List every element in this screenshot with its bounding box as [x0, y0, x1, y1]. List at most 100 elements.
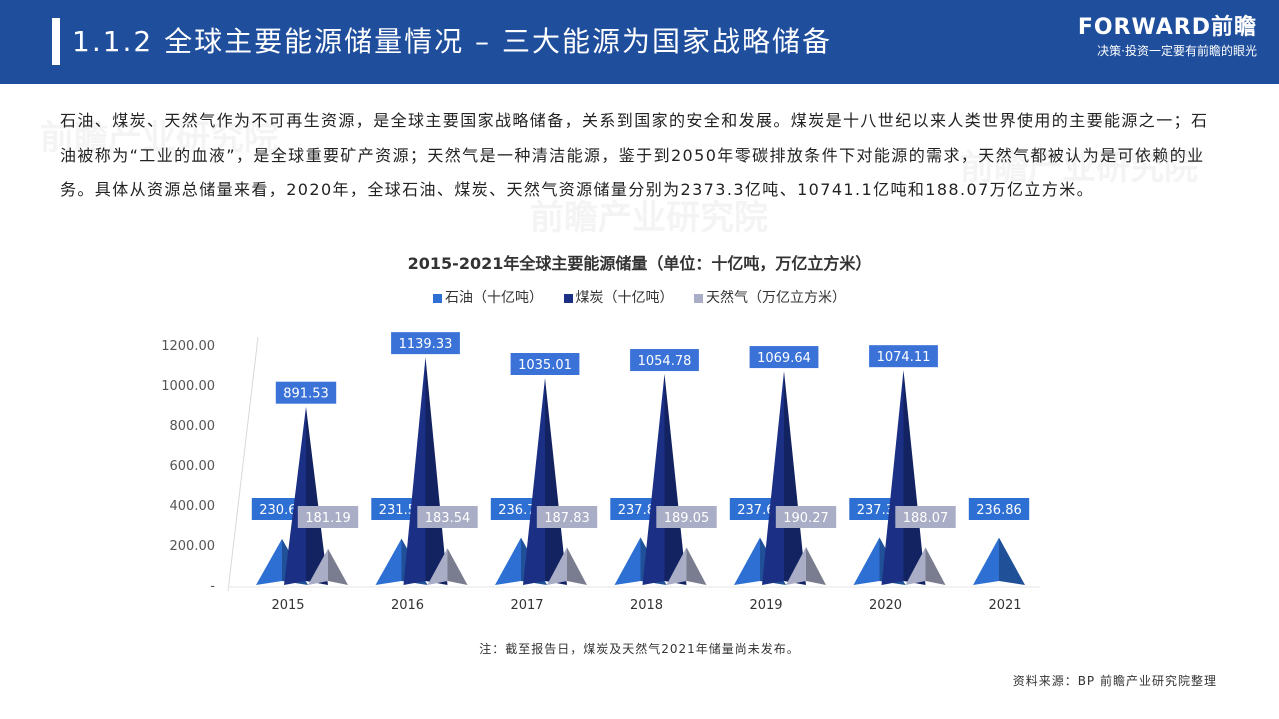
data-label: 891.53	[275, 381, 337, 404]
data-label-text: 236.86	[976, 503, 1022, 518]
bar-face-right	[686, 547, 707, 585]
bar-2-2016	[427, 548, 468, 585]
bar-face-left	[905, 547, 926, 585]
data-label-text: 187.83	[544, 511, 590, 526]
y-tick-label: 600.00	[170, 459, 216, 474]
data-label: 1074.11	[869, 345, 938, 368]
data-label: 188.07	[895, 506, 956, 528]
data-label-box	[869, 345, 938, 368]
chart-title: 2015-2021年全球主要能源储量（单位：十亿吨，万亿立方米）	[407, 254, 872, 273]
bar-face-right	[664, 374, 687, 585]
data-label: 183.54	[417, 506, 478, 528]
bar-face-right	[925, 547, 946, 585]
bar-1-2018	[642, 374, 687, 585]
bar-face-left	[427, 548, 448, 585]
bar-face-right	[784, 371, 806, 585]
chart-note: 注：截至报告日，煤炭及天然气2021年储量尚未发布。	[479, 642, 800, 656]
bar-face-left	[973, 537, 999, 585]
bar-face-right	[425, 357, 448, 585]
bar-1-2016	[403, 357, 448, 585]
bar-face-right	[447, 548, 468, 585]
logo-main-text: FORWARD前瞻	[1077, 15, 1257, 40]
legend-label-oil: 石油（十亿吨）	[445, 290, 544, 306]
data-label-box	[536, 506, 598, 528]
x-tick-label: 2019	[749, 598, 782, 613]
bar-face-right	[545, 377, 567, 585]
data-label-text: 183.54	[425, 511, 471, 526]
data-label-box	[656, 506, 717, 528]
data-label-box	[417, 506, 478, 528]
data-label: 1069.64	[749, 346, 819, 369]
data-label-box	[895, 506, 956, 528]
data-label: 187.83	[536, 506, 598, 528]
bar-face-left	[495, 537, 521, 585]
data-label-text: 181.19	[305, 511, 351, 526]
energy-reserves-chart: - 200.00 400.00 600.00 800.00 1000.00 1200.00 2…	[161, 332, 1040, 613]
bar-2-2015	[308, 548, 348, 585]
intro-paragraph: 石油、煤炭、天然气作为不可再生资源，是全球主要国家战略储备，关系到国家的安全和发…	[60, 111, 1209, 199]
bar-face-left	[786, 546, 806, 585]
x-tick-label: 2018	[630, 598, 663, 613]
title-accent-bar	[52, 18, 60, 65]
legend-label-coal: 煤炭（十亿吨）	[575, 290, 674, 306]
bar-2-2019	[786, 546, 826, 585]
data-label-box	[275, 381, 337, 404]
legend-swatch-coal	[563, 293, 573, 303]
bar-face-right	[999, 537, 1025, 585]
data-label-box	[630, 349, 699, 372]
x-tick-label: 2020	[869, 598, 902, 613]
data-label: 236.86	[968, 498, 1030, 520]
chart-legend: 石油（十亿吨） 煤炭（十亿吨） 天然气（万亿立方米）	[0, 287, 1279, 307]
data-label: 1139.33	[391, 332, 460, 355]
bar-2-2020	[905, 547, 946, 585]
data-label: 181.19	[297, 506, 359, 528]
y-tick-label: 200.00	[170, 539, 216, 554]
data-label-box	[391, 332, 460, 355]
data-label-text: 1074.11	[877, 350, 931, 365]
legend-item-coal: 煤炭（十亿吨）	[563, 287, 674, 307]
bar-face-right	[806, 546, 826, 585]
bar-face-left	[308, 548, 328, 585]
data-label: 189.05	[656, 506, 717, 528]
legend-item-oil: 石油（十亿吨）	[433, 287, 543, 307]
header-banner: 1.1.2 全球主要能源储量情况 – 三大能源为国家战略储备 FORWARD前瞻…	[0, 0, 1279, 84]
bar-face-left	[762, 371, 784, 585]
bar-face-left	[256, 538, 282, 585]
logo-slogan: 决策·投资一定要有前瞻的眼光	[1097, 44, 1257, 58]
y-tick-label: 800.00	[170, 419, 216, 434]
x-tick-label: 2016	[391, 598, 424, 613]
bar-face-right	[567, 547, 587, 585]
legend-swatch-gas	[693, 293, 703, 303]
legend-item-gas: 天然气（万亿立方米）	[693, 287, 846, 307]
bar-face-left	[375, 538, 402, 585]
data-label-box	[297, 506, 359, 528]
bar-1-2017	[523, 377, 567, 585]
x-tick-label: 2015	[271, 598, 304, 613]
data-label: 1035.01	[510, 352, 580, 375]
data-label-box	[510, 352, 580, 375]
bar-face-right	[328, 548, 348, 585]
data-label-text: 188.07	[903, 511, 949, 526]
watermark-1: 前瞻产业研究院	[40, 118, 278, 158]
data-label: 1054.78	[630, 349, 699, 372]
bar-1-2015	[284, 406, 328, 585]
data-label-text: 891.53	[283, 387, 329, 402]
page-title: 1.1.2 全球主要能源储量情况 – 三大能源为国家战略储备	[72, 25, 832, 58]
bar-0-2021	[973, 537, 1025, 585]
watermark-3: 前瞻产业研究院	[960, 148, 1198, 188]
bar-face-left	[614, 537, 641, 585]
data-label-text: 189.05	[664, 511, 710, 526]
data-label-box	[968, 498, 1030, 520]
watermark-2: 前瞻产业研究院	[530, 198, 768, 238]
y-tick-label: -	[210, 579, 215, 594]
bar-face-left	[734, 537, 760, 585]
x-tick-label: 2021	[988, 598, 1021, 613]
legend-label-gas: 天然气（万亿立方米）	[705, 290, 846, 306]
data-label-text: 1035.01	[518, 358, 572, 373]
y-tick-label: 1000.00	[161, 379, 215, 394]
bar-face-right	[903, 370, 926, 585]
y-tick-label: 1200.00	[161, 339, 215, 354]
data-source: 资料来源：BP 前瞻产业研究院整理	[1012, 674, 1217, 688]
y-tick-label: 400.00	[170, 499, 216, 514]
bar-1-2019	[762, 371, 806, 585]
